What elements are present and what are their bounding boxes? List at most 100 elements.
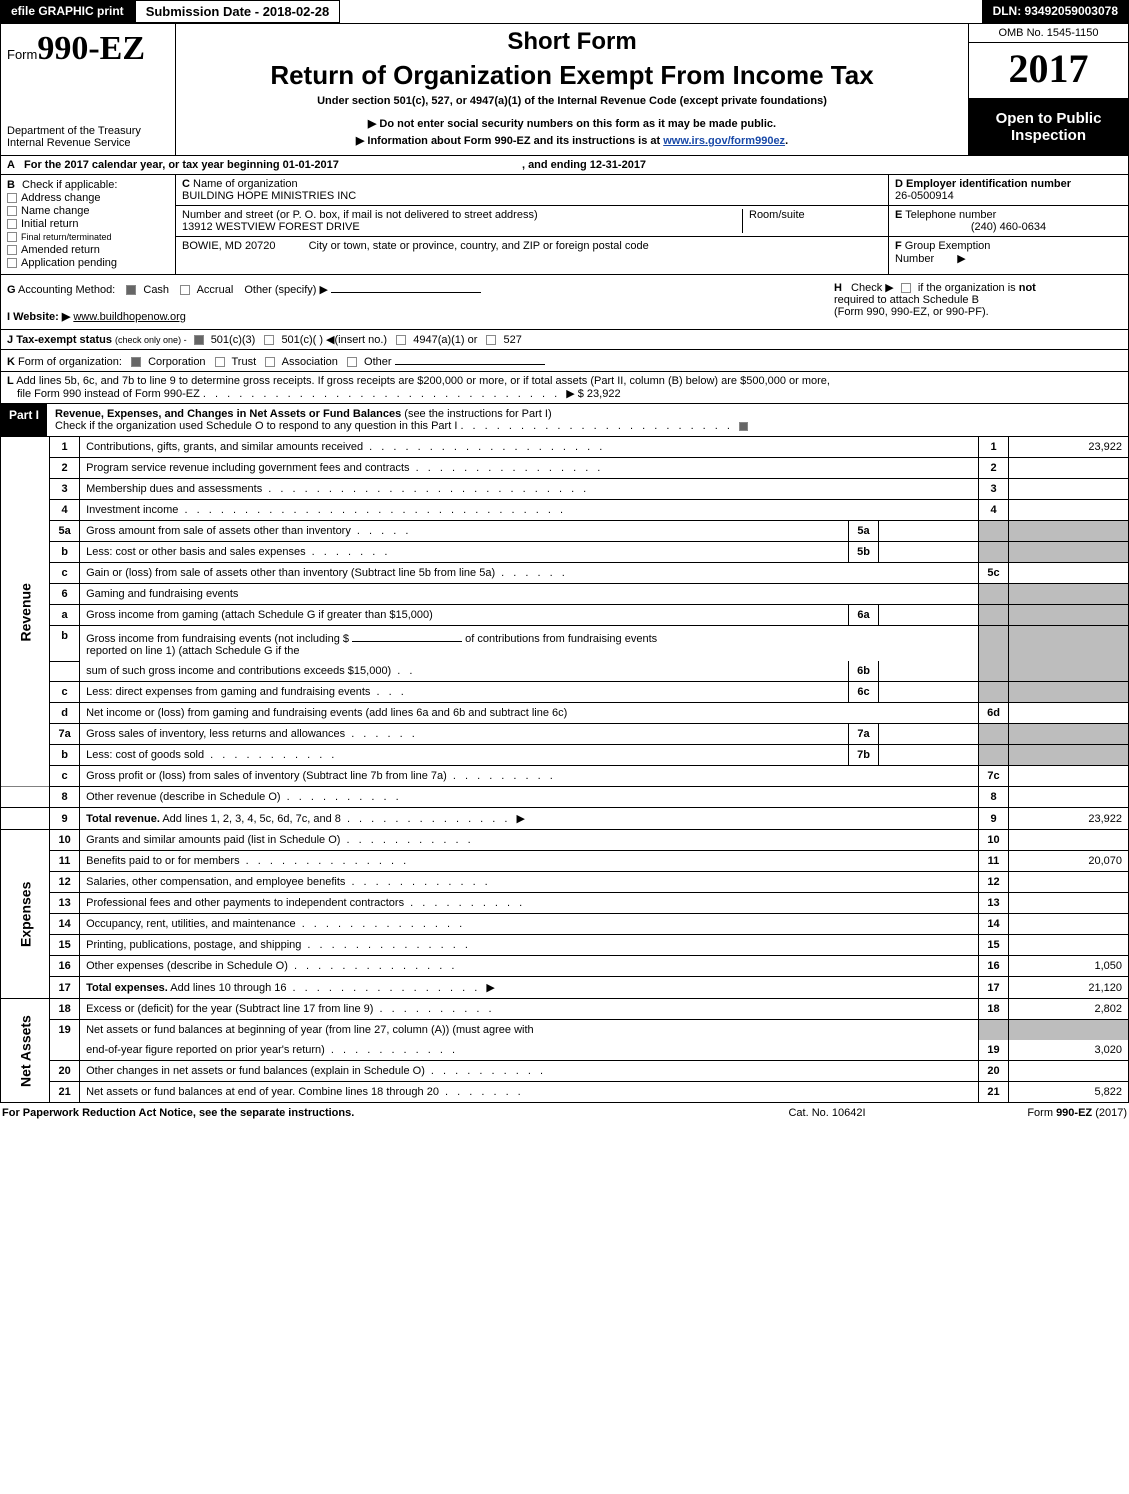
h-check: Check ▶ bbox=[851, 282, 894, 294]
row-15: 15 Printing, publications, postage, and … bbox=[1, 935, 1129, 956]
rn1: 1 bbox=[979, 437, 1009, 458]
h-text3: required to attach Schedule B bbox=[834, 294, 979, 306]
row-4: 4 Investment income . . . . . . . . . . … bbox=[1, 500, 1129, 521]
t6c-text: Less: direct expenses from gaming and fu… bbox=[86, 686, 370, 698]
chk-h[interactable] bbox=[901, 283, 911, 293]
rn10: 10 bbox=[979, 830, 1009, 851]
street-cell: Number and street (or P. O. box, if mail… bbox=[182, 209, 742, 233]
box-c: C Name of organization BUILDING HOPE MIN… bbox=[176, 175, 888, 274]
chk-amended-return[interactable] bbox=[7, 245, 17, 255]
info-line: ▶ Information about Form 990-EZ and its … bbox=[186, 134, 958, 147]
checklist-b: Address change Name change Initial retur… bbox=[7, 192, 169, 269]
d13: . . . . . . . . . . bbox=[404, 897, 525, 909]
chk-schedule-o[interactable] bbox=[739, 422, 748, 431]
chk-4947[interactable] bbox=[396, 335, 406, 345]
t6b1: Gross income from fundraising events (no… bbox=[86, 633, 349, 645]
sv6b bbox=[879, 661, 979, 682]
opt-amended-return: Amended return bbox=[21, 244, 100, 256]
d17: . . . . . . . . . . . . . . . . bbox=[286, 982, 486, 994]
rn7c: 7c bbox=[979, 766, 1009, 787]
footer-right: Form 990-EZ (2017) bbox=[927, 1107, 1127, 1119]
chk-trust[interactable] bbox=[215, 357, 225, 367]
t6d: Net income or (loss) from gaming and fun… bbox=[80, 703, 979, 724]
t16: Other expenses (describe in Schedule O) … bbox=[80, 956, 979, 977]
chk-cash[interactable] bbox=[126, 285, 136, 295]
d19: . . . . . . . . . . . bbox=[325, 1044, 458, 1056]
sv5a bbox=[879, 521, 979, 542]
footer-cat: Cat. No. 10642I bbox=[727, 1107, 927, 1119]
chk-final-return[interactable] bbox=[7, 232, 17, 242]
row-6b: b Gross income from fundraising events (… bbox=[1, 626, 1129, 662]
label-k: K bbox=[7, 356, 15, 368]
check-if-applicable: Check if applicable: bbox=[22, 179, 117, 191]
row-6b2: sum of such gross income and contributio… bbox=[1, 661, 1129, 682]
row-3: 3 Membership dues and assessments . . . … bbox=[1, 479, 1129, 500]
t18: Excess or (deficit) for the year (Subtra… bbox=[80, 999, 979, 1020]
g6c bbox=[979, 682, 1009, 703]
rn6d: 6d bbox=[979, 703, 1009, 724]
efile-print-button[interactable]: efile GRAPHIC print bbox=[0, 0, 135, 23]
chk-initial-return[interactable] bbox=[7, 219, 17, 229]
v11: 20,070 bbox=[1009, 851, 1129, 872]
chk-name-change[interactable] bbox=[7, 206, 17, 216]
rn17: 17 bbox=[979, 977, 1009, 999]
j-text: Tax-exempt status bbox=[16, 334, 112, 346]
label-i: I bbox=[7, 311, 10, 323]
rev-spacer bbox=[1, 787, 50, 808]
lines-table: Revenue 1 Contributions, gifts, grants, … bbox=[0, 437, 1129, 1103]
d12: . . . . . . . . . . . . bbox=[345, 876, 490, 888]
t19b: end-of-year figure reported on prior yea… bbox=[80, 1040, 979, 1061]
chk-527[interactable] bbox=[486, 335, 496, 345]
city-cell: BOWIE, MD 20720 City or town, state or p… bbox=[176, 237, 888, 274]
other-specify-line[interactable] bbox=[331, 281, 481, 293]
chk-association[interactable] bbox=[265, 357, 275, 367]
part1-dots: . . . . . . . . . . . . . . . . . . . . … bbox=[460, 420, 739, 432]
d8: . . . . . . . . . . bbox=[281, 791, 402, 803]
opt-address-change: Address change bbox=[21, 192, 101, 204]
t10: Grants and similar amounts paid (list in… bbox=[80, 830, 979, 851]
opt-cash: Cash bbox=[143, 284, 169, 296]
n8: 8 bbox=[50, 787, 80, 808]
department: Department of the Treasury Internal Reve… bbox=[7, 125, 169, 149]
website-value[interactable]: www.buildhopenow.org bbox=[73, 311, 186, 323]
row-1: Revenue 1 Contributions, gifts, grants, … bbox=[1, 437, 1129, 458]
t7b: Less: cost of goods sold . . . . . . . .… bbox=[80, 745, 849, 766]
label-f: F bbox=[895, 240, 902, 252]
t20-text: Other changes in net assets or fund bala… bbox=[86, 1065, 425, 1077]
t16-text: Other expenses (describe in Schedule O) bbox=[86, 960, 288, 972]
row-21: 21 Net assets or fund balances at end of… bbox=[1, 1082, 1129, 1103]
footer-left: For Paperwork Reduction Act Notice, see … bbox=[2, 1107, 727, 1119]
dln-number: DLN: 93492059003078 bbox=[982, 0, 1129, 23]
chk-address-change[interactable] bbox=[7, 193, 17, 203]
part1-suffix: (see the instructions for Part I) bbox=[404, 408, 551, 420]
ein-cell: D Employer identification number 26-0500… bbox=[889, 175, 1128, 206]
chk-application-pending[interactable] bbox=[7, 258, 17, 268]
t19a: Net assets or fund balances at beginning… bbox=[80, 1020, 979, 1041]
group-label2: Number bbox=[895, 253, 934, 265]
gv6b2 bbox=[1009, 661, 1129, 682]
v21: 5,822 bbox=[1009, 1082, 1129, 1103]
gv6b1 bbox=[1009, 626, 1129, 662]
chk-501c[interactable] bbox=[264, 335, 274, 345]
chk-corporation[interactable] bbox=[131, 357, 141, 367]
t1: Contributions, gifts, grants, and simila… bbox=[80, 437, 979, 458]
irs-link[interactable]: www.irs.gov/form990ez bbox=[663, 135, 785, 147]
row-2: 2 Program service revenue including gove… bbox=[1, 458, 1129, 479]
opt-527: 527 bbox=[504, 334, 522, 346]
d4: . . . . . . . . . . . . . . . . . . . . … bbox=[178, 504, 566, 516]
rn18: 18 bbox=[979, 999, 1009, 1020]
t6: Gaming and fundraising events bbox=[80, 584, 979, 605]
chk-other-org[interactable] bbox=[347, 357, 357, 367]
part1-check-text: Check if the organization used Schedule … bbox=[55, 420, 457, 432]
n9: 9 bbox=[50, 808, 80, 830]
row-8: 8 Other revenue (describe in Schedule O)… bbox=[1, 787, 1129, 808]
chk-accrual[interactable] bbox=[180, 285, 190, 295]
n19: 19 bbox=[50, 1020, 80, 1041]
label-l: L bbox=[7, 375, 14, 387]
line-g: G Accounting Method: Cash Accrual Other … bbox=[7, 281, 822, 296]
d1: . . . . . . . . . . . . . . . . . . . . bbox=[363, 441, 605, 453]
chk-501c3[interactable] bbox=[194, 335, 204, 345]
other-org-line[interactable] bbox=[395, 353, 545, 365]
fundraising-amount-line[interactable] bbox=[352, 630, 462, 642]
row-14: 14 Occupancy, rent, utilities, and maint… bbox=[1, 914, 1129, 935]
